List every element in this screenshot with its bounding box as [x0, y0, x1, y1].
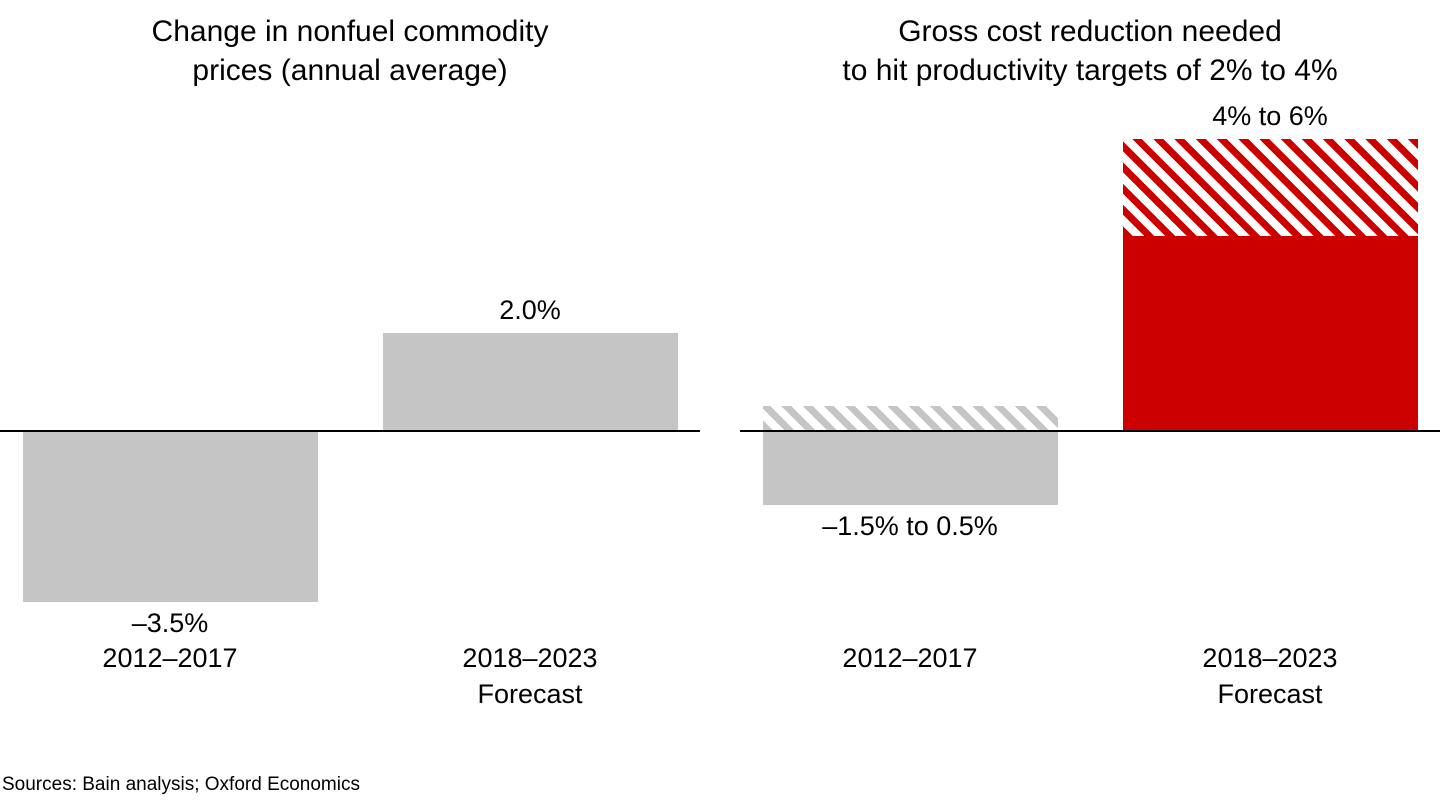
left-bar-label-0: –3.5% — [50, 608, 290, 639]
left-chart-title: Change in nonfuel commodityprices (annua… — [0, 12, 700, 90]
left-chart: Change in nonfuel commodityprices (annua… — [0, 0, 700, 810]
right-bar-0-high — [763, 406, 1058, 430]
left-bar-label-1: 2.0% — [410, 295, 650, 326]
left-bar-1 — [383, 333, 678, 430]
right-x-label-0: 2012–2017 — [760, 640, 1060, 676]
source-note: Sources: Bain analysis; Oxford Economics — [2, 774, 360, 796]
left-x-label-0: 2012–2017 — [20, 640, 320, 676]
left-x-label-1: 2018–2023Forecast — [380, 640, 680, 713]
right-chart: Gross cost reduction neededto hit produc… — [740, 0, 1440, 810]
right-x-label-1: 2018–2023Forecast — [1120, 640, 1420, 713]
right-bar-label-1: 4% to 6% — [1120, 101, 1420, 132]
right-bar-0-low — [763, 432, 1058, 505]
left-bar-0 — [23, 432, 318, 602]
right-bar-1-low — [1123, 236, 1418, 430]
right-bar-1-high — [1123, 139, 1418, 236]
right-bar-label-0: –1.5% to 0.5% — [760, 511, 1060, 542]
right-chart-title: Gross cost reduction neededto hit produc… — [740, 12, 1440, 90]
